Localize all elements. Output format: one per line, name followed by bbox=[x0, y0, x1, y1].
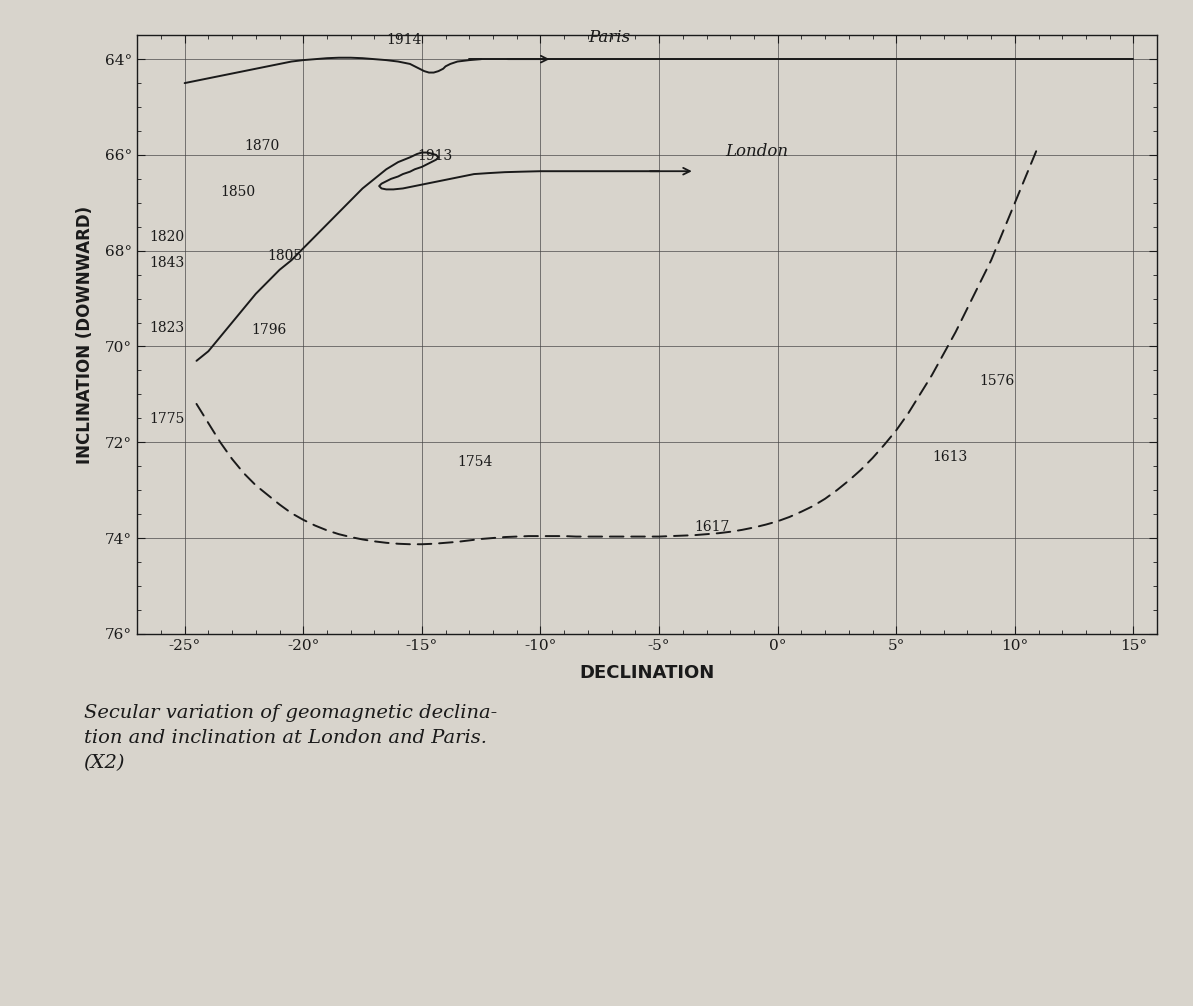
Text: Paris: Paris bbox=[588, 29, 630, 45]
Text: 1613: 1613 bbox=[932, 451, 968, 465]
Text: London: London bbox=[725, 143, 789, 160]
Text: 1576: 1576 bbox=[979, 374, 1014, 387]
X-axis label: DECLINATION: DECLINATION bbox=[580, 664, 715, 682]
Text: 1823: 1823 bbox=[149, 321, 184, 335]
Text: 1796: 1796 bbox=[251, 324, 286, 337]
Text: 1850: 1850 bbox=[221, 185, 255, 198]
Text: 1754: 1754 bbox=[457, 455, 493, 469]
Text: 1805: 1805 bbox=[267, 249, 303, 264]
Text: 1820: 1820 bbox=[149, 230, 184, 244]
Text: 1775: 1775 bbox=[149, 412, 185, 427]
Text: 1913: 1913 bbox=[418, 149, 452, 163]
Text: 1617: 1617 bbox=[694, 520, 730, 534]
Y-axis label: INCLINATION (DOWNWARD): INCLINATION (DOWNWARD) bbox=[76, 205, 94, 464]
Text: Secular variation of geomagnetic declina-
tion and inclination at London and Par: Secular variation of geomagnetic declina… bbox=[84, 704, 496, 773]
Text: 1914: 1914 bbox=[387, 33, 421, 47]
Text: 1870: 1870 bbox=[243, 139, 279, 153]
Text: 1843: 1843 bbox=[149, 257, 184, 271]
